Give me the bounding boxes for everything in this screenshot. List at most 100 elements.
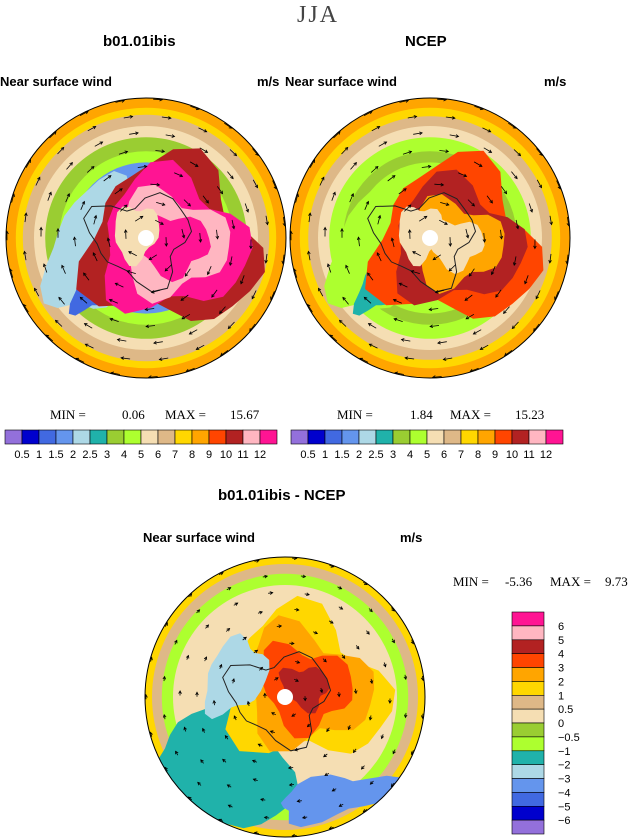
wind-vector bbox=[146, 325, 156, 327]
wind-vector-head bbox=[369, 608, 373, 613]
diff-colorbar-tick-label: −4 bbox=[558, 787, 571, 799]
diff-min-label: MIN = bbox=[453, 574, 489, 589]
wind-vector bbox=[283, 216, 286, 226]
wind-vector-head bbox=[148, 256, 153, 261]
wind-vector bbox=[240, 275, 245, 284]
wind-vector bbox=[566, 254, 569, 264]
wind-vector-head bbox=[264, 259, 268, 264]
wind-vector-head bbox=[24, 212, 28, 217]
wind-vector bbox=[307, 304, 313, 313]
diff-colorbar-tick-label: −3 bbox=[558, 774, 571, 786]
panel2-max-value: 15.23 bbox=[515, 407, 545, 422]
wind-vector-head bbox=[324, 772, 328, 776]
wind-vector-head bbox=[124, 150, 129, 154]
wind-vector bbox=[189, 329, 198, 335]
wind-vector bbox=[74, 237, 76, 247]
diff-field: Near surface wind bbox=[143, 530, 255, 545]
wind-vector-head bbox=[538, 184, 542, 189]
wind-vector-head bbox=[226, 784, 231, 788]
wind-vector bbox=[103, 175, 112, 182]
panel2-colorbar-tick-label: 7 bbox=[458, 449, 464, 461]
diff-colorbar-swatch bbox=[511, 681, 545, 696]
wind-vector bbox=[378, 141, 387, 147]
pole-hole bbox=[422, 230, 438, 246]
wind-vector bbox=[87, 126, 96, 132]
wind-vector bbox=[111, 372, 120, 375]
wind-vector-head bbox=[345, 264, 349, 269]
wind-vector-head bbox=[265, 221, 269, 226]
wind-vector bbox=[49, 131, 57, 139]
map-border bbox=[144, 556, 426, 838]
wind-vector bbox=[432, 254, 442, 261]
wind-vector-head bbox=[323, 226, 327, 231]
wind-vector bbox=[364, 201, 369, 210]
wind-vector-head bbox=[219, 663, 223, 668]
wind-vector-head bbox=[195, 346, 200, 350]
wind-vector bbox=[319, 177, 325, 186]
diff-colorbar-swatch bbox=[511, 625, 545, 641]
wind-vector-head bbox=[338, 319, 343, 324]
wind-vector-head bbox=[119, 188, 123, 192]
wind-vector-head bbox=[227, 587, 232, 591]
wind-vector-head bbox=[367, 272, 371, 277]
wind-vector-head bbox=[174, 639, 178, 644]
diff-colorbar-tick-label: −6 bbox=[558, 815, 571, 827]
wind-vector bbox=[359, 358, 369, 363]
wind-vector-head bbox=[376, 126, 381, 130]
wind-vector-head bbox=[353, 161, 357, 166]
wind-vector bbox=[270, 291, 275, 300]
wind-vector bbox=[495, 289, 502, 298]
wind-vector-head bbox=[360, 766, 365, 770]
wind-vector bbox=[75, 358, 85, 363]
wind-vector-head bbox=[234, 602, 239, 606]
wind-vector-head bbox=[290, 230, 293, 235]
wind-vector bbox=[65, 193, 70, 203]
wind-vector-head bbox=[219, 310, 223, 315]
negative-west bbox=[204, 633, 270, 720]
wind-vector-head bbox=[400, 338, 405, 342]
wind-vector-head bbox=[164, 243, 169, 247]
panel2-colorbar-tick-label: 9 bbox=[492, 449, 498, 461]
panel2-units: m/s bbox=[544, 74, 567, 89]
wind-vector bbox=[272, 180, 277, 189]
wind-vector bbox=[79, 111, 89, 116]
wind-vector bbox=[118, 151, 128, 155]
wind-vector-head bbox=[427, 164, 432, 169]
wind-vector-head bbox=[339, 606, 344, 610]
wind-vector bbox=[58, 297, 65, 305]
wind-vector bbox=[120, 204, 128, 212]
wind-vector-head bbox=[376, 252, 381, 256]
wind-vector-head bbox=[93, 214, 98, 219]
wind-vector bbox=[339, 320, 347, 327]
wind-vector-head bbox=[116, 338, 121, 342]
wind-vector-head bbox=[90, 165, 95, 170]
panel2-colorbar-swatch bbox=[409, 429, 428, 445]
panel1-colorbar-tick-label: 6 bbox=[155, 449, 161, 461]
wind-vector-head bbox=[233, 152, 238, 157]
wind-vector bbox=[199, 147, 208, 153]
wind-vector-head bbox=[407, 229, 412, 233]
wind-vector bbox=[391, 238, 395, 248]
wind-vector bbox=[107, 238, 111, 248]
diff-title: b01.01ibis - NCEP bbox=[218, 487, 346, 504]
diff-max-value: 9.73 bbox=[605, 574, 628, 589]
wind-vector bbox=[181, 313, 191, 320]
wind-vector bbox=[115, 100, 125, 103]
wind-vector bbox=[508, 122, 517, 129]
wind-vector-head bbox=[356, 236, 361, 241]
panel1-colorbar-swatch bbox=[4, 429, 23, 445]
wind-vector-head bbox=[269, 591, 274, 595]
map-border bbox=[5, 97, 287, 379]
wind-vector-head bbox=[318, 287, 322, 292]
wind-vector-head bbox=[260, 798, 264, 802]
wind-vector bbox=[85, 343, 94, 349]
panel2-colorbar-swatch bbox=[290, 429, 309, 445]
wind-vector bbox=[449, 134, 459, 137]
wind-vector-head bbox=[206, 271, 211, 276]
wind-vector bbox=[93, 215, 97, 225]
wind-vector bbox=[482, 127, 491, 133]
panel1-colorbar-tick-label: 2 bbox=[70, 449, 76, 461]
wind-vector-head bbox=[249, 245, 253, 250]
wind-vector bbox=[161, 116, 171, 119]
diff-colorbar-tick-label: 1 bbox=[558, 690, 564, 702]
